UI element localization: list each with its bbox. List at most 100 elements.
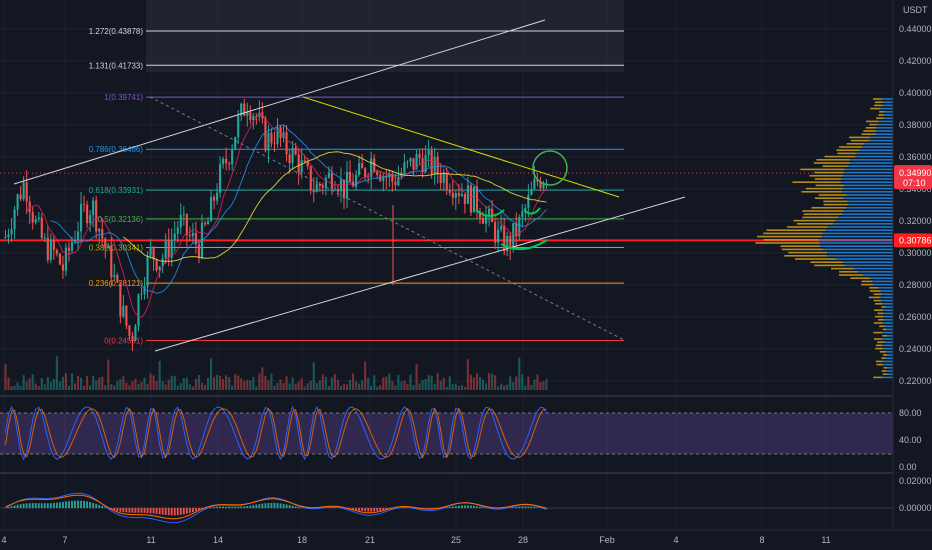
time-tick-label[interactable]: 4 — [1, 535, 6, 545]
time-tick-label[interactable]: 25 — [451, 535, 461, 545]
candle-body[interactable] — [358, 163, 361, 175]
time-tick-label[interactable]: 14 — [213, 535, 223, 545]
candle-body[interactable] — [243, 103, 246, 116]
candle-body[interactable] — [4, 237, 7, 238]
candle-body[interactable] — [276, 127, 279, 145]
candle-body[interactable] — [436, 156, 439, 174]
candle-body[interactable] — [521, 211, 524, 218]
time-tick-label[interactable]: 4 — [673, 535, 678, 545]
breakout-circle[interactable] — [532, 150, 568, 186]
candle-body[interactable] — [497, 229, 500, 243]
candle-body[interactable] — [454, 193, 457, 198]
channel-upper-line[interactable] — [13, 19, 546, 185]
candle-body[interactable] — [345, 171, 349, 199]
price-axis-bg[interactable] — [893, 0, 932, 530]
candle-body[interactable] — [122, 305, 125, 317]
candle-body[interactable] — [306, 162, 309, 167]
candle-body[interactable] — [55, 250, 58, 254]
candle-body[interactable] — [10, 229, 13, 235]
candle-body[interactable] — [412, 158, 415, 170]
candle-body[interactable] — [391, 173, 394, 182]
candle-body[interactable] — [382, 176, 385, 181]
candle-body[interactable] — [167, 240, 170, 258]
candle-body[interactable] — [448, 190, 451, 193]
candle-body[interactable] — [98, 229, 101, 232]
current-price-tag[interactable] — [894, 165, 932, 190]
candle-body[interactable] — [421, 158, 424, 173]
candle-body[interactable] — [219, 164, 222, 193]
candle-body[interactable] — [203, 222, 207, 225]
candle-body[interactable] — [158, 266, 161, 271]
candle-body[interactable] — [13, 209, 16, 230]
candle-body[interactable] — [270, 132, 273, 144]
candle-body[interactable] — [25, 182, 28, 202]
candle-body[interactable] — [222, 158, 225, 165]
candle-body[interactable] — [107, 245, 110, 249]
candle-body[interactable] — [140, 293, 143, 295]
candle-body[interactable] — [542, 182, 545, 189]
candle-body[interactable] — [527, 194, 530, 208]
candle-body[interactable] — [376, 171, 379, 175]
fib-trend-line[interactable] — [149, 96, 625, 341]
candle-body[interactable] — [469, 185, 472, 213]
time-tick-label[interactable]: 11 — [821, 535, 830, 545]
candle-body[interactable] — [240, 103, 243, 116]
candle-body[interactable] — [439, 173, 442, 183]
candle-body[interactable] — [37, 217, 40, 220]
candle-body[interactable] — [445, 173, 448, 191]
candle-body[interactable] — [494, 222, 497, 243]
candle-body[interactable] — [188, 235, 191, 237]
candle-body[interactable] — [16, 194, 19, 210]
candle-body[interactable] — [67, 247, 71, 251]
candle-body[interactable] — [312, 189, 315, 192]
candle-body[interactable] — [315, 183, 318, 192]
candle-body[interactable] — [397, 176, 400, 186]
candle-body[interactable] — [128, 325, 131, 336]
candle-body[interactable] — [303, 160, 306, 163]
candle-body[interactable] — [484, 215, 488, 224]
time-tick-label[interactable]: 21 — [365, 535, 375, 545]
candle-body[interactable] — [216, 192, 219, 201]
candle-body[interactable] — [291, 147, 294, 164]
candle-body[interactable] — [206, 221, 210, 225]
candle-body[interactable] — [475, 186, 479, 212]
candle-body[interactable] — [309, 166, 312, 190]
candle-body[interactable] — [321, 185, 324, 188]
candle-body[interactable] — [318, 183, 321, 186]
candle-body[interactable] — [342, 179, 346, 199]
candle-body[interactable] — [76, 231, 80, 240]
candle-body[interactable] — [173, 233, 176, 241]
candle-body[interactable] — [367, 176, 370, 178]
candle-body[interactable] — [451, 192, 454, 198]
candle-body[interactable] — [427, 149, 430, 156]
candle-body[interactable] — [225, 158, 228, 164]
candle-body[interactable] — [152, 246, 155, 260]
candle-body[interactable] — [70, 242, 74, 251]
candle-body[interactable] — [424, 155, 427, 173]
candle-body[interactable] — [161, 258, 164, 267]
candle-body[interactable] — [460, 193, 463, 196]
candle-body[interactable] — [22, 182, 25, 200]
candle-body[interactable] — [95, 200, 98, 232]
candle-body[interactable] — [83, 203, 86, 205]
candle-body[interactable] — [457, 193, 460, 196]
candle-body[interactable] — [228, 163, 231, 165]
time-tick-label[interactable]: 11 — [146, 535, 155, 545]
candle-body[interactable] — [418, 154, 421, 159]
candle-body[interactable] — [472, 186, 476, 213]
candle-body[interactable] — [297, 154, 300, 173]
candle-body[interactable] — [43, 237, 46, 239]
candle-body[interactable] — [116, 274, 119, 283]
candle-body[interactable] — [64, 247, 68, 271]
candle-body[interactable] — [433, 156, 436, 174]
candle-body[interactable] — [336, 188, 340, 192]
candle-body[interactable] — [19, 194, 22, 200]
candle-body[interactable] — [179, 215, 182, 228]
candle-body[interactable] — [503, 225, 506, 252]
candle-body[interactable] — [80, 203, 83, 232]
candle-body[interactable] — [86, 204, 89, 224]
candle-body[interactable] — [249, 112, 252, 121]
candle-body[interactable] — [155, 259, 158, 271]
candle-body[interactable] — [481, 217, 485, 224]
